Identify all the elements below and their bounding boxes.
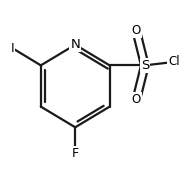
Text: I: I	[11, 42, 14, 55]
Text: O: O	[132, 93, 141, 106]
Text: O: O	[132, 24, 141, 37]
Text: N: N	[70, 38, 80, 51]
Text: F: F	[72, 147, 79, 160]
Text: Cl: Cl	[168, 55, 180, 68]
Text: S: S	[141, 59, 149, 72]
